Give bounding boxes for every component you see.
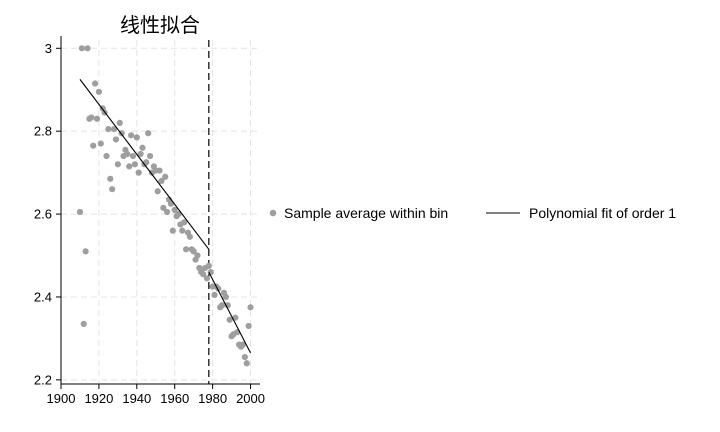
data-point bbox=[205, 262, 212, 269]
data-point bbox=[78, 45, 85, 52]
data-point bbox=[95, 88, 103, 95]
legend-label-scatter: Sample average within bin bbox=[284, 205, 448, 221]
data-point bbox=[160, 204, 167, 211]
data-point bbox=[92, 80, 99, 87]
data-point bbox=[146, 152, 154, 160]
data-point bbox=[129, 152, 137, 160]
data-point bbox=[116, 119, 123, 126]
data-point bbox=[128, 132, 135, 139]
x-tick-label: 1940 bbox=[122, 391, 151, 406]
data-point bbox=[110, 126, 118, 133]
data-point bbox=[76, 208, 84, 216]
data-point bbox=[107, 175, 114, 182]
data-point bbox=[245, 322, 252, 330]
legend-marker-scatter bbox=[269, 209, 277, 217]
data-point bbox=[109, 186, 116, 193]
data-point bbox=[131, 161, 139, 168]
data-point bbox=[112, 136, 120, 143]
data-point bbox=[139, 144, 146, 151]
data-point bbox=[158, 177, 165, 185]
data-point bbox=[154, 188, 161, 195]
data-point bbox=[105, 126, 112, 133]
y-tick-label: 2.6 bbox=[34, 207, 52, 222]
data-point bbox=[218, 302, 226, 309]
data-point bbox=[243, 360, 250, 367]
data-point bbox=[171, 206, 178, 214]
data-point bbox=[211, 291, 218, 298]
y-tick-label: 2.8 bbox=[34, 124, 52, 139]
data-point bbox=[82, 248, 89, 255]
y-tick-label: 2.4 bbox=[34, 289, 52, 304]
data-point bbox=[181, 219, 188, 226]
x-tick-label: 1980 bbox=[198, 391, 227, 406]
data-point bbox=[200, 271, 207, 278]
data-point bbox=[90, 142, 97, 149]
x-tick-label: 1960 bbox=[160, 391, 189, 406]
data-point bbox=[169, 227, 176, 234]
data-point bbox=[114, 161, 121, 168]
axes: 2.2 2.4 2.6 2.8 3 1900 1920 1940 1960 1980 2000 bbox=[34, 36, 265, 406]
data-point bbox=[182, 246, 190, 253]
legend: Sample average within bin Polynomial fit… bbox=[269, 205, 676, 221]
data-point bbox=[145, 130, 152, 137]
data-point bbox=[133, 134, 140, 141]
data-point bbox=[162, 173, 169, 180]
fit-line-segment bbox=[208, 271, 252, 354]
data-point bbox=[179, 227, 186, 234]
data-point bbox=[203, 275, 211, 282]
fit-line-segment bbox=[79, 79, 210, 250]
data-point bbox=[80, 320, 87, 328]
legend-label-fit: Polynomial fit of order 1 bbox=[529, 205, 676, 221]
fit-lines bbox=[79, 79, 252, 354]
y-tick-label: 3 bbox=[45, 41, 52, 56]
x-tick-label: 1920 bbox=[84, 391, 113, 406]
data-point bbox=[207, 268, 214, 276]
data-point bbox=[124, 150, 131, 158]
x-tick-label: 2000 bbox=[236, 391, 265, 406]
x-tick-label: 1900 bbox=[47, 391, 76, 406]
data-point bbox=[222, 293, 229, 301]
data-point bbox=[232, 314, 239, 321]
data-point bbox=[186, 233, 193, 240]
chart-title: 线性拟合 bbox=[120, 13, 200, 37]
data-point bbox=[194, 252, 201, 259]
data-point bbox=[239, 341, 247, 348]
data-point bbox=[84, 45, 91, 52]
data-point bbox=[175, 210, 182, 218]
data-point bbox=[88, 114, 95, 121]
data-point bbox=[135, 169, 142, 176]
data-point bbox=[103, 152, 110, 160]
data-point bbox=[241, 353, 248, 361]
y-tick-label: 2.2 bbox=[34, 372, 52, 387]
data-point bbox=[97, 140, 104, 147]
data-point bbox=[137, 150, 144, 158]
data-point bbox=[143, 159, 150, 166]
data-point bbox=[226, 316, 233, 323]
data-point bbox=[93, 115, 101, 122]
data-point bbox=[247, 304, 254, 311]
data-point bbox=[164, 208, 171, 216]
data-point bbox=[126, 163, 133, 170]
data-point bbox=[190, 248, 197, 255]
data-point bbox=[156, 167, 163, 174]
